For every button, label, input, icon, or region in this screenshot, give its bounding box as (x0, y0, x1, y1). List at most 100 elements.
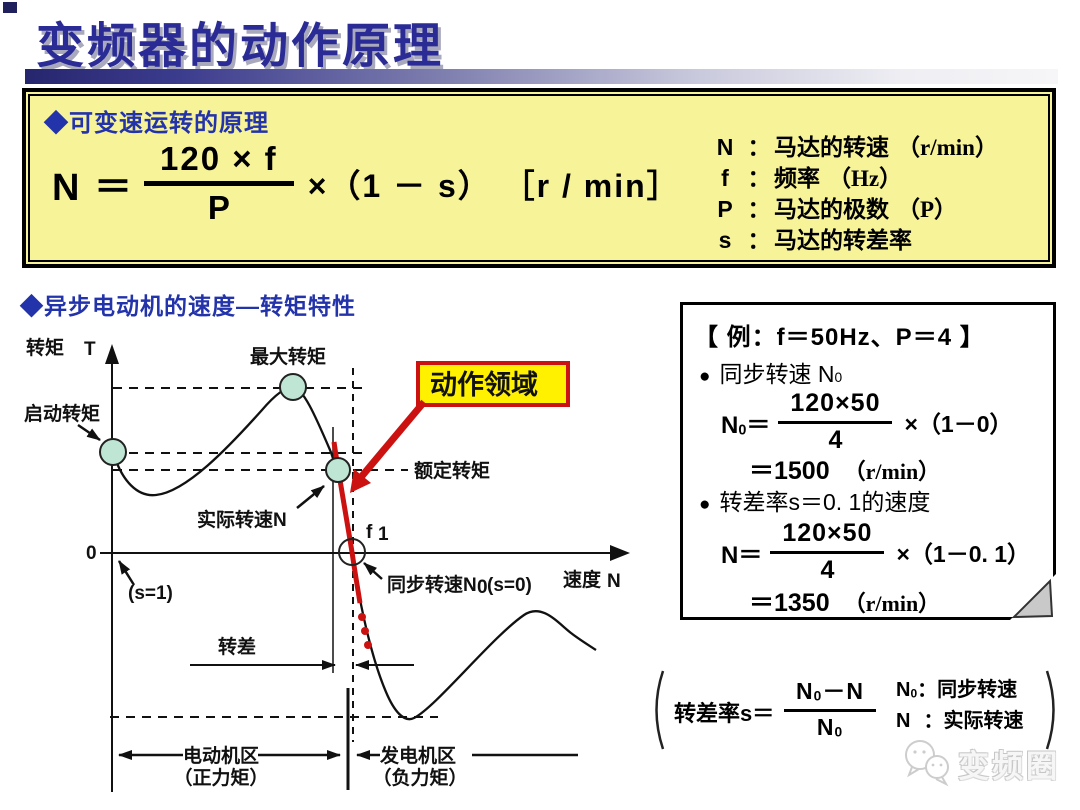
legend-colon: ： (747, 134, 771, 160)
fraction-bar (784, 709, 876, 712)
result1-value: ＝1500 (749, 457, 830, 485)
sync-speed-suffix: (s=0) (487, 575, 532, 596)
legend-unit: （r/min） (897, 135, 998, 160)
sync-speed-arrow (363, 562, 383, 580)
example-result1: ＝1500 （r/min） (749, 451, 940, 487)
calc2-fraction: 120×50 4 (770, 519, 885, 585)
calc2-numerator: 120×50 (770, 519, 885, 554)
slip-denominator: N0 (816, 714, 844, 740)
operating-region-label: 动作领域 (430, 370, 538, 400)
bullet-icon: ● (699, 366, 711, 387)
principle-panel: ◆可变速运转的原理 N ＝ 120 × f P ×（1 － s） ［r / mi… (22, 88, 1056, 268)
legend-colon: ： (747, 196, 771, 222)
left-parenthesis (655, 670, 665, 750)
legend-unit: （Hz） (828, 166, 903, 191)
legend-colon: ： (747, 227, 771, 253)
legend-row-f: f ： 频率 （Hz） (706, 163, 998, 194)
operating-region-callout (416, 361, 570, 407)
result2-value: ＝1350 (749, 589, 830, 617)
f1-subscript: 1 (378, 524, 389, 545)
slip-formula-legend: N0：同步转速 N ：实际转速 (896, 676, 1023, 735)
slip-formula-lhs: 转差率s＝ (674, 701, 775, 726)
max-torque-label: 最大转矩 (250, 345, 326, 368)
example-calc1: N0＝ 120×50 4 ×（1－0） (721, 389, 1013, 455)
operating-region-arrow (359, 399, 427, 479)
legend-row-s: s ： 马达的转差率 (706, 225, 998, 255)
y-axis-arrowhead (105, 344, 119, 364)
legend-desc: 马达的转速 (774, 134, 889, 160)
symbol-legend: N ： 马达的转速 （r/min） f ： 频率 （Hz） P ： 马达的极数 … (706, 132, 998, 255)
x-axis-label: 速度 (563, 568, 602, 591)
calc1-denominator: 4 (828, 426, 843, 454)
folded-corner (1010, 574, 1056, 620)
example-item-sync-speed: ● 同步转速 N 0 (699, 355, 842, 389)
origin-label: 0 (86, 543, 97, 564)
page-title: 变频器的动作原理 (36, 20, 445, 73)
section-heading-torque-characteristic: ◆异步电动机的速度—转矩特性 (20, 293, 356, 319)
start-torque-label: 启动转矩 (24, 402, 100, 425)
torque-speed-diagram: 动作领域 转矩 T 0 最大转矩 启动转矩 额定转矩 实际转速N f 1 同步转… (24, 336, 630, 792)
principle-heading: ◆可变速运转的原理 (44, 110, 269, 137)
example-result2: ＝1350 （r/min） (749, 583, 940, 619)
example-item1-subscript: 0 (834, 370, 843, 385)
rated-torque-point (325, 457, 351, 483)
calc2-denominator: 4 (820, 556, 835, 584)
slip-label: 转差 (218, 635, 256, 658)
max-torque-point (279, 373, 307, 401)
start-torque-point (99, 438, 127, 466)
legend-desc: 马达的极数 (774, 196, 889, 222)
watermark-text: 变频圈 (958, 748, 1060, 784)
actual-speed-label: 实际转速N (197, 508, 287, 531)
result2-unit: （r/min） (843, 591, 941, 616)
motor-region-label: 电动机区 (183, 744, 259, 767)
legend-desc: 马达的转差率 (774, 227, 912, 253)
s1-arrow (117, 560, 136, 586)
legend-row-P: P ： 马达的极数 （P） (706, 194, 998, 225)
formula-numerator: 120 × f (144, 140, 294, 186)
calc1-fraction: 120×50 4 (778, 389, 893, 455)
legend-colon: ： (747, 165, 771, 191)
x-axis-arrowhead (610, 545, 630, 561)
legend-symbol: N (716, 134, 734, 160)
sync-speed-point (338, 538, 366, 566)
formula-lhs: N ＝ (52, 167, 135, 209)
slip-rate-formula: 转差率s＝ N0－N N0 N0：同步转速 N ：实际转速 (648, 666, 1062, 756)
slip-formula-fraction: N0－N N0 (784, 672, 876, 741)
s1-label: (s=1) (128, 583, 173, 604)
slip-legend-line2: N ：实际转速 (896, 710, 1024, 733)
rated-torque-label: 额定转矩 (414, 459, 490, 482)
calc1-numerator: 120×50 (778, 389, 893, 424)
speed-formula: N ＝ 120 × f P ×（1 － s） ［r / min］ (52, 140, 681, 227)
calc1-lhs: N0＝ (721, 411, 771, 439)
f1-label: f (366, 522, 373, 543)
y-axis-label: 转矩 (26, 336, 64, 359)
calc2-lhs: N＝ (721, 541, 763, 569)
calc2-rhs: ×（1－0. 1） (896, 541, 1031, 567)
corner-decoration (3, 2, 17, 13)
example-calculation-box: 【 例：f＝50Hz、P＝4 】 ● 同步转速 N 0 N0＝ 120×50 4… (680, 302, 1056, 620)
example-item2-label: 转差率s＝0. 1的速度 (719, 489, 931, 515)
right-parenthesis (1045, 670, 1055, 750)
legend-row-N: N ： 马达的转速 （r/min） (706, 132, 998, 163)
result1-unit: （r/min） (843, 459, 941, 484)
operating-region-dot (358, 613, 366, 621)
sync-speed-subscript: 0 (477, 577, 488, 598)
generator-region-label: 发电机区 (379, 744, 456, 767)
formula-denominator: P (207, 189, 230, 226)
example-calc2: N＝ 120×50 4 ×（1－0. 1） (721, 519, 1030, 585)
generator-region-sublabel: （负力矩） (372, 766, 467, 789)
principle-panel-inner-border: ◆可变速运转的原理 N ＝ 120 × f P ×（1 － s） ［r / mi… (28, 94, 1050, 262)
sync-speed-label: 同步转速N (387, 573, 477, 596)
chat-bubbles-icon (905, 740, 949, 787)
operating-region-arrowhead (350, 469, 371, 493)
watermark: 变频圈 (900, 737, 1060, 789)
motor-region-sublabel: （正力矩） (173, 766, 268, 789)
calc1-rhs: ×（1－0） (904, 411, 1013, 437)
slip-numerator: N0－N (796, 678, 864, 704)
bullet-icon: ● (699, 494, 711, 515)
example-item-slip-speed: ● 转差率s＝0. 1的速度 (699, 483, 930, 517)
legend-symbol: f (721, 165, 729, 191)
formula-fraction: 120 × f P (144, 140, 294, 227)
operating-region-dot (364, 641, 372, 649)
